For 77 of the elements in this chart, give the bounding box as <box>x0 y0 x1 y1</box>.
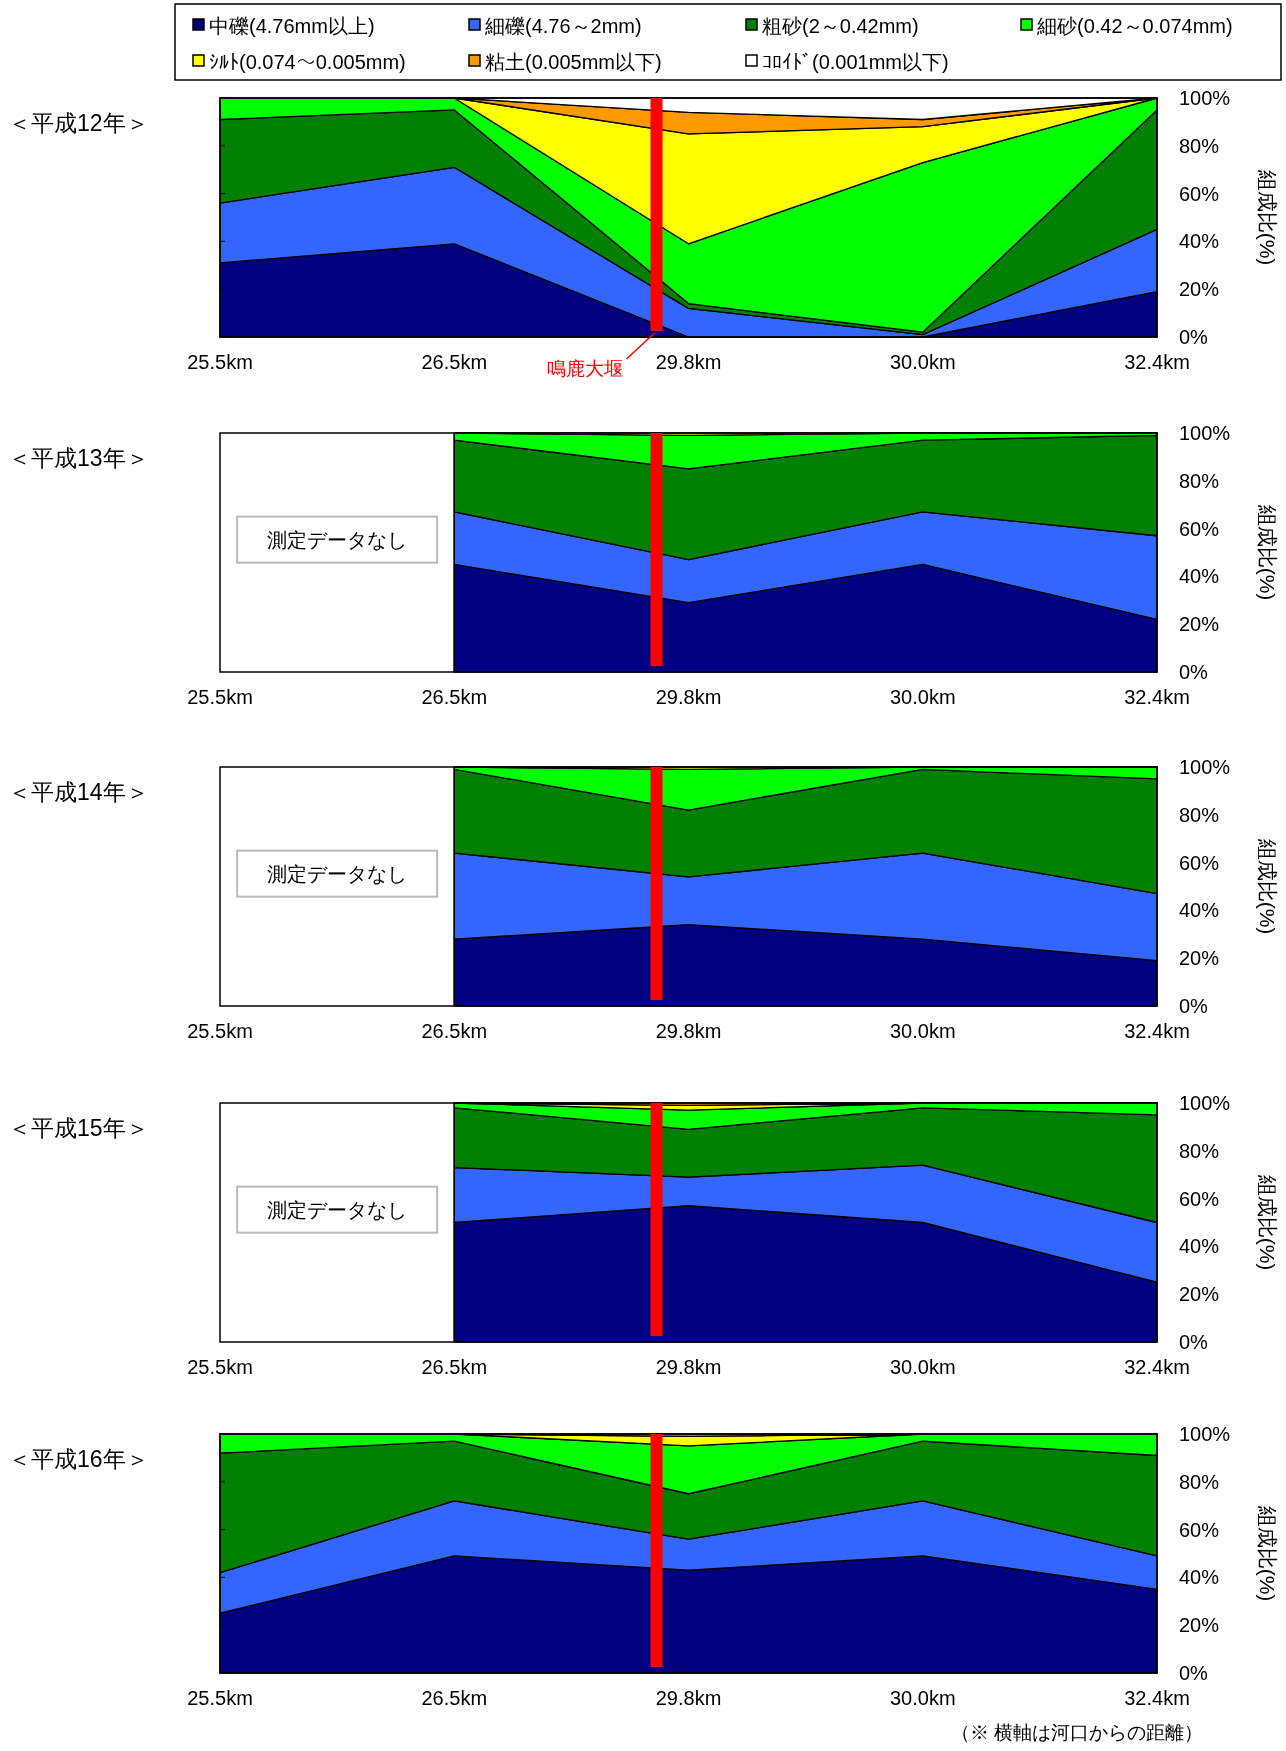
y-tick-label: 20% <box>1179 1614 1220 1637</box>
text: ＜平成12年＞ <box>8 110 149 136</box>
y-axis-title: 組成比(%) <box>1256 1173 1279 1271</box>
y-tick-label: 0% <box>1179 326 1209 348</box>
y-tick-label: 0% <box>1179 1331 1209 1353</box>
y-tick-label: 60% <box>1179 1187 1220 1210</box>
legend-label: 細礫(4.76～2mm) <box>484 15 642 37</box>
y-tick-label: 80% <box>1179 1139 1220 1162</box>
x-tick-label: 26.5km <box>421 351 488 373</box>
x-tick-label: 25.5km <box>187 1356 253 1378</box>
y-tick-label: 60% <box>1179 851 1220 874</box>
y-tick-label: 0% <box>1179 661 1209 683</box>
x-tick-label: 25.5km <box>187 1020 253 1042</box>
legend-label: 粗砂(2～0.42mm) <box>762 15 919 37</box>
y-tick-label: 20% <box>1179 613 1220 636</box>
legend-label: ｼﾙﾄ(0.074～0.005mm) <box>209 51 406 73</box>
legend-label: ｺﾛｲﾄﾞ(0.001mm以下) <box>762 51 949 73</box>
y-tick-label: 100% <box>1179 756 1231 778</box>
y-tick-label: 20% <box>1179 947 1220 970</box>
annotation: 測定データなし <box>267 1198 408 1221</box>
y-axis-title: 組成比(%) <box>1256 1504 1279 1602</box>
text: （※ 横軸は河口からの距離） <box>950 1722 1203 1743</box>
y-tick-label: 60% <box>1179 517 1220 540</box>
legend-label: 細砂(0.42～0.074mm) <box>1036 15 1233 37</box>
x-tick-label: 26.5km <box>421 1020 488 1042</box>
legend-label: 中礫(4.76mm以上) <box>209 15 375 37</box>
y-tick-label: 0% <box>1179 995 1209 1017</box>
annotation: 測定データなし <box>267 862 408 885</box>
y-axis-title: 組成比(%) <box>1256 837 1279 935</box>
annotation: 測定データなし <box>267 528 408 551</box>
x-tick-label: 30.0km <box>889 1020 956 1042</box>
x-tick-label: 26.5km <box>421 686 488 708</box>
ref-line-label: 鳴鹿大堰 <box>546 358 623 379</box>
x-tick-label: 25.5km <box>187 686 253 708</box>
y-tick-label: 100% <box>1179 422 1231 444</box>
x-tick-label: 25.5km <box>187 1687 253 1709</box>
x-tick-label: 29.8km <box>655 351 722 373</box>
legend-label: 粘土(0.005mm以下) <box>485 51 662 73</box>
y-tick-label: 0% <box>1179 1662 1209 1684</box>
y-axis-title: 組成比(%) <box>1256 503 1279 601</box>
x-tick-label: 29.8km <box>655 1020 722 1042</box>
y-tick-label: 40% <box>1179 899 1220 922</box>
x-tick-label: 32.4km <box>1124 1687 1190 1709</box>
x-tick-label: 30.0km <box>889 351 956 373</box>
y-tick-label: 100% <box>1179 1423 1231 1445</box>
x-tick-label: 26.5km <box>421 1356 488 1378</box>
x-tick-label: 32.4km <box>1124 1020 1190 1042</box>
y-tick-label: 80% <box>1179 134 1220 157</box>
y-tick-label: 60% <box>1179 1518 1220 1541</box>
text: ＜平成14年＞ <box>8 779 149 805</box>
x-tick-label: 30.0km <box>889 1356 956 1378</box>
y-tick-label: 80% <box>1179 469 1220 492</box>
x-tick-label: 32.4km <box>1124 351 1190 373</box>
y-tick-label: 40% <box>1179 1566 1220 1589</box>
x-tick-label: 30.0km <box>889 686 956 708</box>
y-tick-label: 40% <box>1179 1235 1220 1258</box>
x-tick-label: 25.5km <box>187 351 253 373</box>
x-tick-label: 29.8km <box>655 1687 722 1709</box>
x-tick-label: 29.8km <box>655 1356 722 1378</box>
y-tick-label: 80% <box>1179 803 1220 826</box>
y-tick-label: 40% <box>1179 230 1220 253</box>
y-tick-label: 20% <box>1179 278 1220 301</box>
y-tick-label: 60% <box>1179 182 1220 205</box>
x-tick-label: 29.8km <box>655 686 722 708</box>
text: ＜平成16年＞ <box>8 1446 149 1472</box>
y-tick-label: 20% <box>1179 1283 1220 1306</box>
x-tick-label: 26.5km <box>421 1687 488 1709</box>
y-tick-label: 40% <box>1179 565 1220 588</box>
y-tick-label: 80% <box>1179 1470 1220 1493</box>
x-tick-label: 30.0km <box>889 1687 956 1709</box>
text: ＜平成13年＞ <box>8 445 149 471</box>
text: ＜平成15年＞ <box>8 1115 149 1141</box>
y-tick-label: 100% <box>1179 87 1231 109</box>
y-tick-label: 100% <box>1179 1092 1231 1114</box>
x-tick-label: 32.4km <box>1124 686 1190 708</box>
x-tick-label: 32.4km <box>1124 1356 1190 1378</box>
y-axis-title: 組成比(%) <box>1256 168 1279 266</box>
